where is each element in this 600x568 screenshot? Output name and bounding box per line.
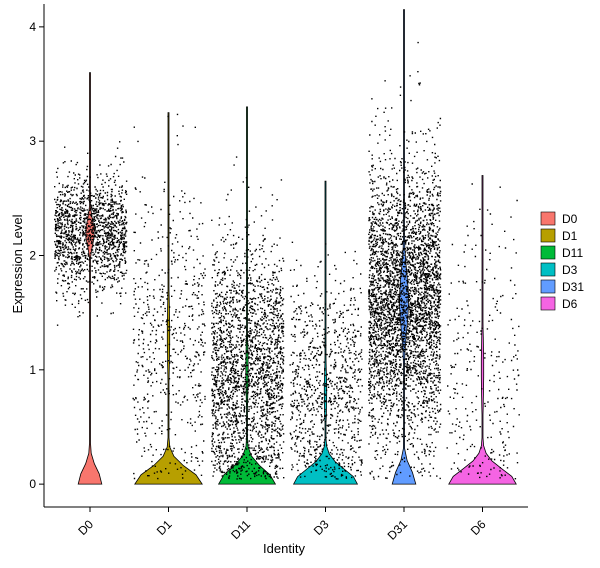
- x-tick-label-D3: D3: [311, 517, 332, 538]
- legend-label-D1: D1: [562, 229, 578, 243]
- violin-D6: [448, 175, 517, 485]
- legend-swatch-D1: [540, 228, 556, 243]
- x-axis-title: Identity: [263, 541, 305, 556]
- legend-swatch-D6: [540, 296, 556, 311]
- violin-layer: [77, 9, 517, 485]
- legend-swatch-D11: [540, 245, 556, 260]
- x-tick-label-D1: D1: [154, 517, 175, 538]
- legend-label-D11: D11: [562, 246, 583, 260]
- points-D11: [211, 156, 285, 480]
- y-tick-label-2: 2: [29, 249, 36, 263]
- x-tick-label-D31: D31: [385, 517, 411, 543]
- y-tick-label-1: 1: [29, 363, 36, 377]
- legend: D0 D1 D11 D3 D31 D6: [540, 211, 584, 311]
- y-tick-label-4: 4: [29, 20, 36, 34]
- axes: D0 D1 D11 D3 D31 D6 0 1 2 3 4: [29, 4, 528, 543]
- legend-label-D31: D31: [562, 280, 584, 294]
- violin-D3: [292, 180, 359, 485]
- legend-label-D0: D0: [562, 212, 578, 226]
- x-tick-label-D6: D6: [468, 517, 489, 538]
- violin-D11: [217, 106, 277, 485]
- x-tick-label-D0: D0: [75, 517, 96, 538]
- y-tick-label-3: 3: [29, 134, 36, 148]
- legend-swatch-D3: [540, 262, 556, 277]
- violin-D1: [134, 112, 203, 485]
- y-tick-label-0: 0: [29, 477, 36, 491]
- y-axis-title: Expression Level: [10, 214, 25, 313]
- points-D1: [132, 113, 206, 480]
- points-D31: [368, 41, 442, 480]
- x-tick-label-D11: D11: [228, 517, 253, 542]
- legend-swatch-D31: [540, 279, 556, 294]
- legend-label-D6: D6: [562, 297, 578, 311]
- points-D0: [54, 141, 128, 326]
- legend-swatch-D0: [540, 211, 556, 226]
- violin-D0: [77, 72, 103, 485]
- jitter-points-layer: [54, 41, 520, 480]
- legend-label-D3: D3: [562, 263, 578, 277]
